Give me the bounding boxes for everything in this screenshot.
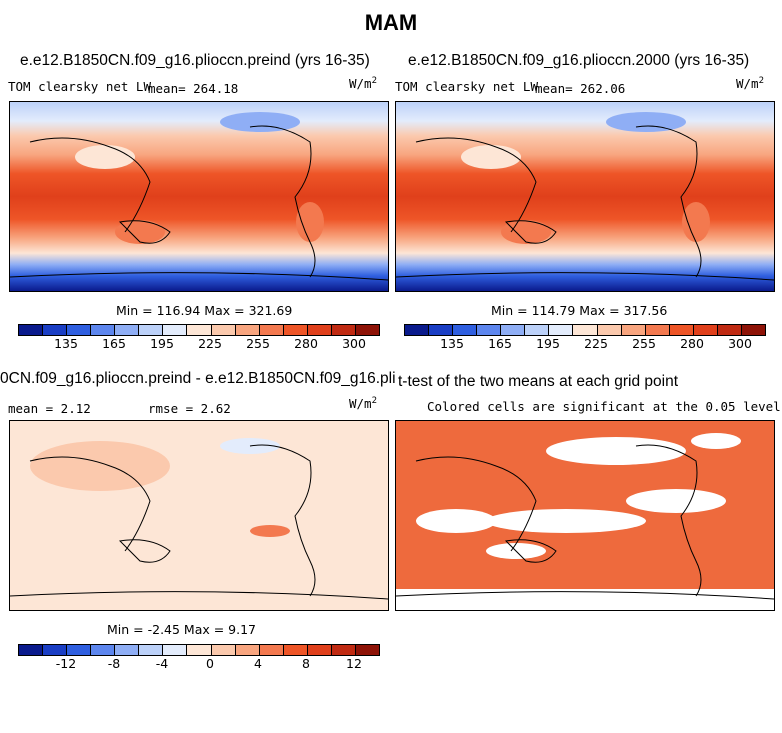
colorbar-swatch xyxy=(307,325,332,335)
colorbar-tick-label: 195 xyxy=(150,336,174,351)
colorbar-swatch xyxy=(283,645,308,655)
colorbar-swatch xyxy=(331,645,356,655)
colorbar-swatch xyxy=(91,325,116,335)
panel1-title: e.e12.B1850CN.f09_g16.plioccn.preind (yr… xyxy=(20,52,370,69)
colorbar-tick-label: 4 xyxy=(254,656,262,671)
colorbar-swatch xyxy=(187,645,212,655)
colorbar-swatch xyxy=(283,325,308,335)
colorbar-swatch xyxy=(115,325,140,335)
colorbar-swatch xyxy=(645,325,670,335)
figure-title: MAM xyxy=(364,10,418,35)
panel2-map xyxy=(395,101,775,292)
colorbar-tick-label: 225 xyxy=(198,336,222,351)
colorbar-tick-label: 300 xyxy=(342,336,366,351)
colorbar-swatch xyxy=(43,325,68,335)
panel4-title: t-test of the two means at each grid poi… xyxy=(398,373,679,391)
colorbar-swatch xyxy=(115,645,140,655)
panel2-colorbar xyxy=(404,324,766,336)
panel2-units: W/m2 xyxy=(736,76,764,92)
panel3-units: W/m2 xyxy=(349,396,377,412)
colorbar-swatch xyxy=(573,325,598,335)
panel1-colorbar xyxy=(18,324,380,336)
colorbar-swatch xyxy=(405,325,430,335)
colorbar-swatch xyxy=(163,645,188,655)
colorbar-swatch xyxy=(235,325,260,335)
panel3-mean: mean = 2.12 xyxy=(8,401,91,416)
colorbar-swatch xyxy=(19,645,44,655)
panel3-colorbar xyxy=(18,644,380,656)
colorbar-swatch xyxy=(477,325,502,335)
colorbar-swatch xyxy=(211,645,236,655)
colorbar-tick-label: 255 xyxy=(246,336,270,351)
colorbar-swatch xyxy=(67,645,92,655)
colorbar-tick-label: 12 xyxy=(346,656,362,671)
colorbar-swatch xyxy=(355,645,379,655)
colorbar-swatch xyxy=(621,325,646,335)
panel2-variable: TOM clearsky net LW xyxy=(395,79,538,94)
panel3-map xyxy=(9,420,389,611)
colorbar-tick-label: -4 xyxy=(155,656,169,671)
colorbar-swatch xyxy=(259,645,284,655)
colorbar-swatch xyxy=(549,325,574,335)
panel2-mean: mean= 262.06 xyxy=(535,81,626,96)
colorbar-tick-label: 8 xyxy=(302,656,310,671)
colorbar-swatch xyxy=(19,325,44,335)
colorbar-swatch xyxy=(501,325,526,335)
panel1-variable: TOM clearsky net LW xyxy=(8,79,151,94)
colorbar-swatch xyxy=(331,325,356,335)
colorbar-tick-label: 165 xyxy=(488,336,512,351)
panel4-subtitle: Colored cells are significant at the 0.0… xyxy=(427,399,781,414)
colorbar-swatch xyxy=(717,325,742,335)
colorbar-swatch xyxy=(307,645,332,655)
colorbar-tick-label: 135 xyxy=(440,336,464,351)
colorbar-swatch xyxy=(187,325,212,335)
colorbar-swatch xyxy=(211,325,236,335)
colorbar-tick-label: 280 xyxy=(680,336,704,351)
colorbar-tick-label: -12 xyxy=(55,656,77,671)
colorbar-swatch xyxy=(355,325,379,335)
panel4-map xyxy=(395,420,775,611)
panel1-map xyxy=(9,101,389,292)
colorbar-tick-label: 255 xyxy=(632,336,656,351)
colorbar-swatch xyxy=(693,325,718,335)
colorbar-swatch xyxy=(429,325,454,335)
panel3-title: 0CN.f09_g16.plioccn.preind - e.e12.B1850… xyxy=(0,370,395,387)
colorbar-tick-label: 0 xyxy=(206,656,214,671)
colorbar-swatch xyxy=(67,325,92,335)
panel2-minmax: Min = 114.79 Max = 317.56 xyxy=(491,303,668,318)
colorbar-swatch xyxy=(43,645,68,655)
colorbar-swatch xyxy=(525,325,550,335)
colorbar-swatch xyxy=(235,645,260,655)
colorbar-tick-label: -8 xyxy=(107,656,121,671)
colorbar-tick-label: 195 xyxy=(536,336,560,351)
colorbar-tick-label: 225 xyxy=(584,336,608,351)
colorbar-swatch xyxy=(741,325,765,335)
colorbar-swatch xyxy=(453,325,478,335)
panel3-rmse: rmse = 2.62 xyxy=(148,401,231,416)
panel1-mean: mean= 264.18 xyxy=(148,81,239,96)
colorbar-tick-label: 280 xyxy=(294,336,318,351)
colorbar-tick-label: 135 xyxy=(54,336,78,351)
panel1-units: W/m2 xyxy=(349,76,377,92)
colorbar-tick-label: 300 xyxy=(728,336,752,351)
colorbar-tick-label: 165 xyxy=(102,336,126,351)
colorbar-swatch xyxy=(139,325,164,335)
colorbar-swatch xyxy=(91,645,116,655)
colorbar-swatch xyxy=(259,325,284,335)
panel1-minmax: Min = 116.94 Max = 321.69 xyxy=(116,303,293,318)
panel2-title: e.e12.B1850CN.f09_g16.plioccn.2000 (yrs … xyxy=(408,52,750,69)
colorbar-swatch xyxy=(669,325,694,335)
colorbar-swatch xyxy=(163,325,188,335)
panel3-title-clip: 0CN.f09_g16.plioccn.preind - e.e12.B1850… xyxy=(0,368,395,392)
colorbar-swatch xyxy=(597,325,622,335)
colorbar-swatch xyxy=(139,645,164,655)
panel3-minmax: Min = -2.45 Max = 9.17 xyxy=(107,622,257,637)
